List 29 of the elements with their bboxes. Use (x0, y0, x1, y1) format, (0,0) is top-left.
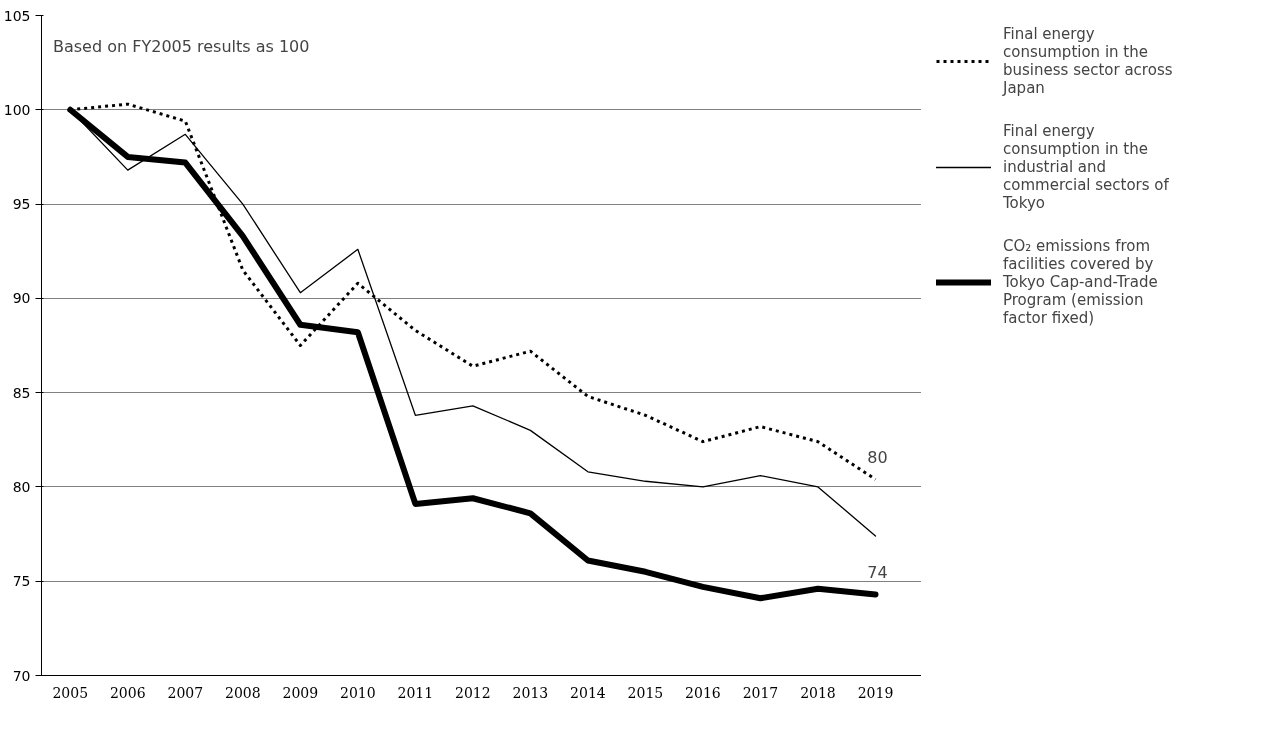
x-tick-label: 2019 (857, 684, 894, 701)
legend-label: Final energy consumption in the business sector across Japan (1003, 25, 1173, 97)
y-tick-label: 90 (12, 290, 31, 307)
x-tick-label: 2017 (742, 684, 779, 701)
x-tick-label: 2015 (627, 684, 664, 701)
y-tick-label: 95 (12, 196, 31, 213)
x-tick-label: 2007 (167, 684, 204, 701)
y-tick-label: 85 (12, 384, 31, 401)
x-tick-label: 2006 (109, 684, 146, 701)
data-label: 80 (867, 448, 888, 468)
y-tick-label: 70 (12, 667, 31, 684)
x-tick-label: 2012 (455, 684, 491, 701)
y-tick-label: 75 (12, 573, 31, 590)
legend-label: CO₂ emissions from facilities covered by Tokyo Cap-and-Trade Program (emission factor fixed) (1003, 237, 1158, 327)
y-tick-label: 100 (3, 101, 31, 118)
x-tick-label: 2016 (685, 684, 721, 701)
x-tick-label: 2013 (512, 684, 549, 701)
x-tick-label: 2014 (570, 684, 606, 701)
y-tick-label: 80 (12, 478, 31, 495)
y-tick-label: 105 (3, 7, 31, 24)
x-tick-label: 2009 (282, 684, 319, 701)
x-tick-label: 2011 (397, 684, 434, 701)
x-tick-label: 2010 (340, 684, 376, 701)
x-tick-label: 2008 (224, 684, 261, 701)
x-tick-label: 2018 (800, 684, 836, 701)
legend-label: Final energy consumption in the industrial and commercial sectors of Tokyo (1003, 122, 1169, 212)
annotation: Based on FY2005 results as 100 (53, 36, 310, 56)
data-label: 74 (867, 563, 888, 583)
x-tick-label: 2005 (52, 684, 89, 701)
